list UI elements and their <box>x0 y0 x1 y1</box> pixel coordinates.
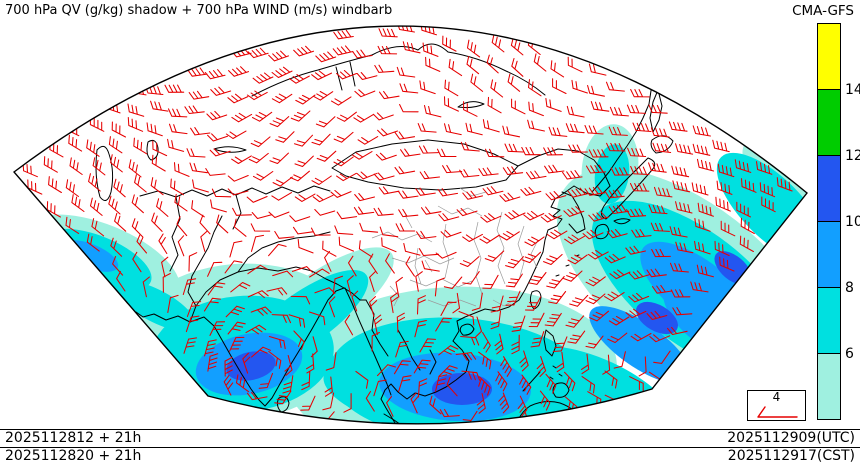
windbarb-legend: 4 <box>747 390 806 421</box>
footer-divider-top <box>0 429 860 430</box>
footer-valid-time-utc: 2025112909(UTC) <box>727 430 855 446</box>
colorbar <box>817 23 841 420</box>
model-label: CMA-GFS <box>792 3 854 19</box>
colorbar-label: 12 <box>845 148 860 164</box>
footer-init-plus-lead-cst: 2025112820 + 21h <box>5 448 142 464</box>
windbarb-layer <box>22 26 793 424</box>
colorbar-label: 8 <box>845 280 854 296</box>
chart-title: 700 hPa QV (g/kg) shadow + 700 hPa WIND … <box>5 3 393 18</box>
colorbar-segment <box>817 353 841 420</box>
colorbar-label: 10 <box>845 214 860 230</box>
footer-divider-mid <box>0 447 860 448</box>
coastline-layer <box>95 43 674 424</box>
colorbar-segment <box>817 89 841 156</box>
map-boundary <box>12 25 808 425</box>
colorbar-segment <box>817 155 841 222</box>
footer-init-plus-lead-utc: 2025112812 + 21h <box>5 430 142 446</box>
colorbar-label: 14 <box>845 82 860 98</box>
colorbar-segment <box>817 287 841 354</box>
legend-barb-value: 4 <box>772 390 781 404</box>
colorbar-label: 6 <box>845 346 854 362</box>
windbarb-icon <box>756 406 798 418</box>
footer-valid-time-cst: 2025112917(CST) <box>727 448 855 464</box>
colorbar-segment <box>817 221 841 288</box>
colorbar-segment <box>817 23 841 90</box>
